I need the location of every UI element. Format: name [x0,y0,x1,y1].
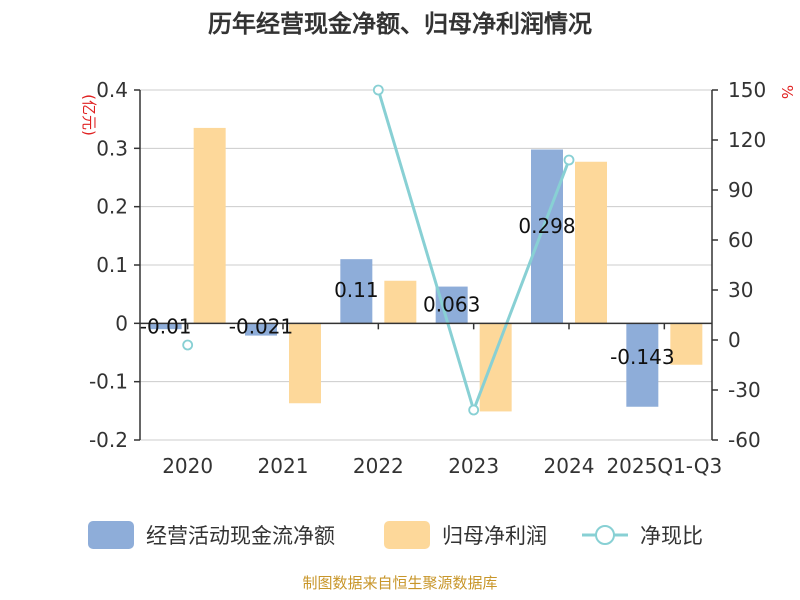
bar [149,323,182,330]
y-right-tick-label: 30 [728,278,753,302]
grid [140,89,712,441]
legend-label: 经营活动现金流净额 [146,524,335,548]
line-series [182,84,575,416]
bar-data-label: 0.11 [334,278,379,302]
bar-data-label: 0.298 [518,214,575,238]
ratio-point [182,339,194,351]
ratio-point [468,404,480,416]
y-left-tick-label: 0.2 [96,195,128,219]
bar-data-label: -0.01 [140,314,192,338]
bar [245,323,277,336]
bar [479,323,512,412]
y-right-tick-label: 90 [728,178,753,202]
y-left-tick-label: 0.4 [96,78,128,102]
y-left-tick-label: -0.1 [89,370,128,394]
x-tick-label: 2022 [353,454,404,478]
bar [193,127,226,324]
legend-swatch [88,521,134,549]
x-tick-label: 2023 [448,454,499,478]
data-labels: -0.01 -0.021 0.11 0.063 0.298 -0.143 [140,214,675,369]
y-left-tick-label: 0.3 [96,136,128,160]
bar-data-label: -0.021 [229,314,293,338]
legend-item: 净现比 [582,524,703,548]
ratio-point [372,84,384,96]
x-tick-label: 2024 [544,454,595,478]
y-right-tick-label: -30 [728,378,761,402]
bars [149,127,703,412]
legend-item: 归母净利润 [384,521,547,549]
y-right-tick-label: 60 [728,228,753,252]
legend-marker [595,525,615,545]
y-right-unit: % [778,85,796,99]
bar [531,149,563,324]
y-right-tick-label: 0 [728,328,741,352]
bar [575,161,607,324]
y-right-tick-label: -60 [728,428,761,452]
legend-label: 净现比 [640,524,703,548]
y-left-tick-label: 0.1 [96,253,128,277]
bar [626,323,659,407]
x-tick-label: 2020 [162,454,213,478]
axes: -0.2 -0.1 0 0.1 0.2 0.3 0.4 -60 -30 0 30 60 90 120 150… [80,78,796,478]
y-right-tick-label: 150 [728,78,766,102]
bar-data-label: 0.063 [423,292,480,316]
y-left-tick-label: 0 [115,311,128,335]
bar [340,259,373,324]
bar-data-label: -0.143 [610,345,674,369]
legend-label: 归母净利润 [442,524,547,548]
bar [289,323,321,404]
ratio-point [563,154,575,166]
x-tick-label: 2021 [258,454,309,478]
source-note: 制图数据来自恒生聚源数据库 [302,574,497,592]
legend-item: 经营活动现金流净额 [88,521,335,549]
bar [384,280,417,324]
y-left-unit: (亿元) [80,94,98,136]
y-left-tick-label: -0.2 [89,428,128,452]
legend-swatch [384,521,430,549]
legend: 经营活动现金流净额 归母净利润 净现比 [88,521,703,549]
bar [670,323,703,365]
chart-title: 历年经营现金净额、归母净利润情况 [208,10,592,38]
y-right-tick-label: 120 [728,128,766,152]
x-tick-label: 2025Q1-Q3 [606,454,722,478]
